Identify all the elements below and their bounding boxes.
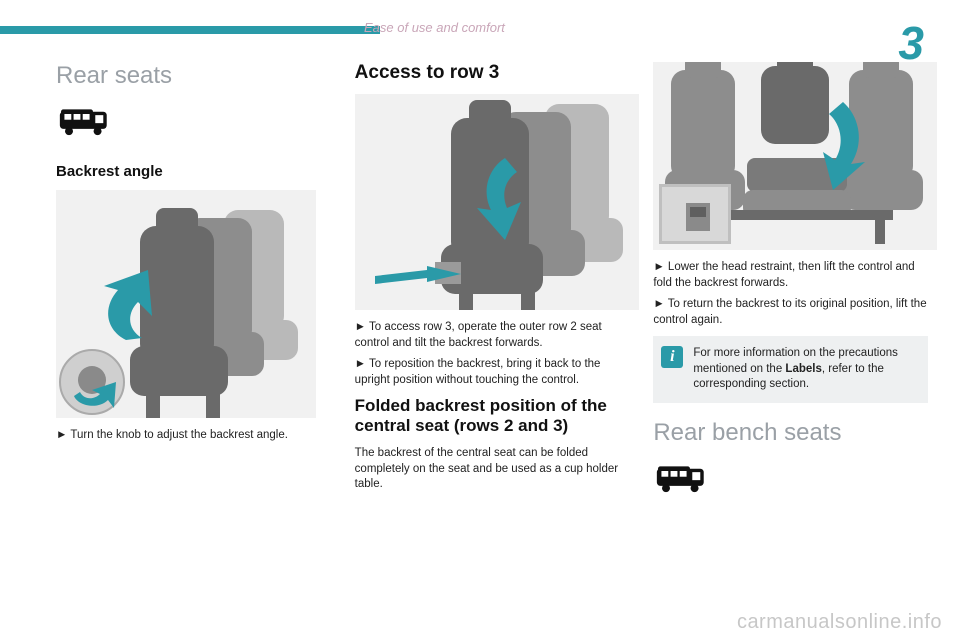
folded-p1: Lower the head restraint, then lift the … [653,260,928,291]
folded-backrest-p: The backrest of the central seat can be … [355,446,630,493]
manual-page: Ease of use and comfort 3 Rear seats Bac… [0,0,960,640]
van-icon [56,106,114,138]
page-header: Ease of use and comfort 3 [364,20,924,66]
folded-p2: To return the backrest to its original p… [653,297,928,328]
backrest-angle-caption: Turn the knob to adjust the backrest ang… [56,428,331,444]
rear-seats-heading: Rear seats [56,62,331,90]
info-callout: i For more information on the precaution… [653,336,928,403]
backrest-angle-heading: Backrest angle [56,163,331,180]
info-text: For more information on the precautions … [693,346,918,393]
column-3: Lower the head restraint, then lift the … [653,62,928,514]
figure-folded-seat [653,62,937,250]
content-columns: Rear seats Backrest angle [56,62,928,514]
rear-bench-heading: Rear bench seats [653,419,928,447]
watermark: carmanualsonline.info [737,611,942,634]
van-icon [653,463,711,495]
folded-backrest-heading: Folded backrest position of the central … [355,396,630,436]
info-bold: Labels [785,363,821,375]
info-icon: i [661,346,683,368]
top-accent-bar [0,26,380,34]
access-row3-p1: To access row 3, operate the outer row 2… [355,320,630,351]
column-2: Access to row 3 [355,62,630,514]
figure-access-row3 [355,94,639,310]
access-row3-p2: To reposition the backrest, bring it bac… [355,357,630,388]
section-label: Ease of use and comfort [364,20,505,35]
figure-inset [659,184,731,244]
chapter-number: 3 [898,20,924,66]
figure-backrest-angle [56,190,316,418]
column-1: Rear seats Backrest angle [56,62,331,514]
